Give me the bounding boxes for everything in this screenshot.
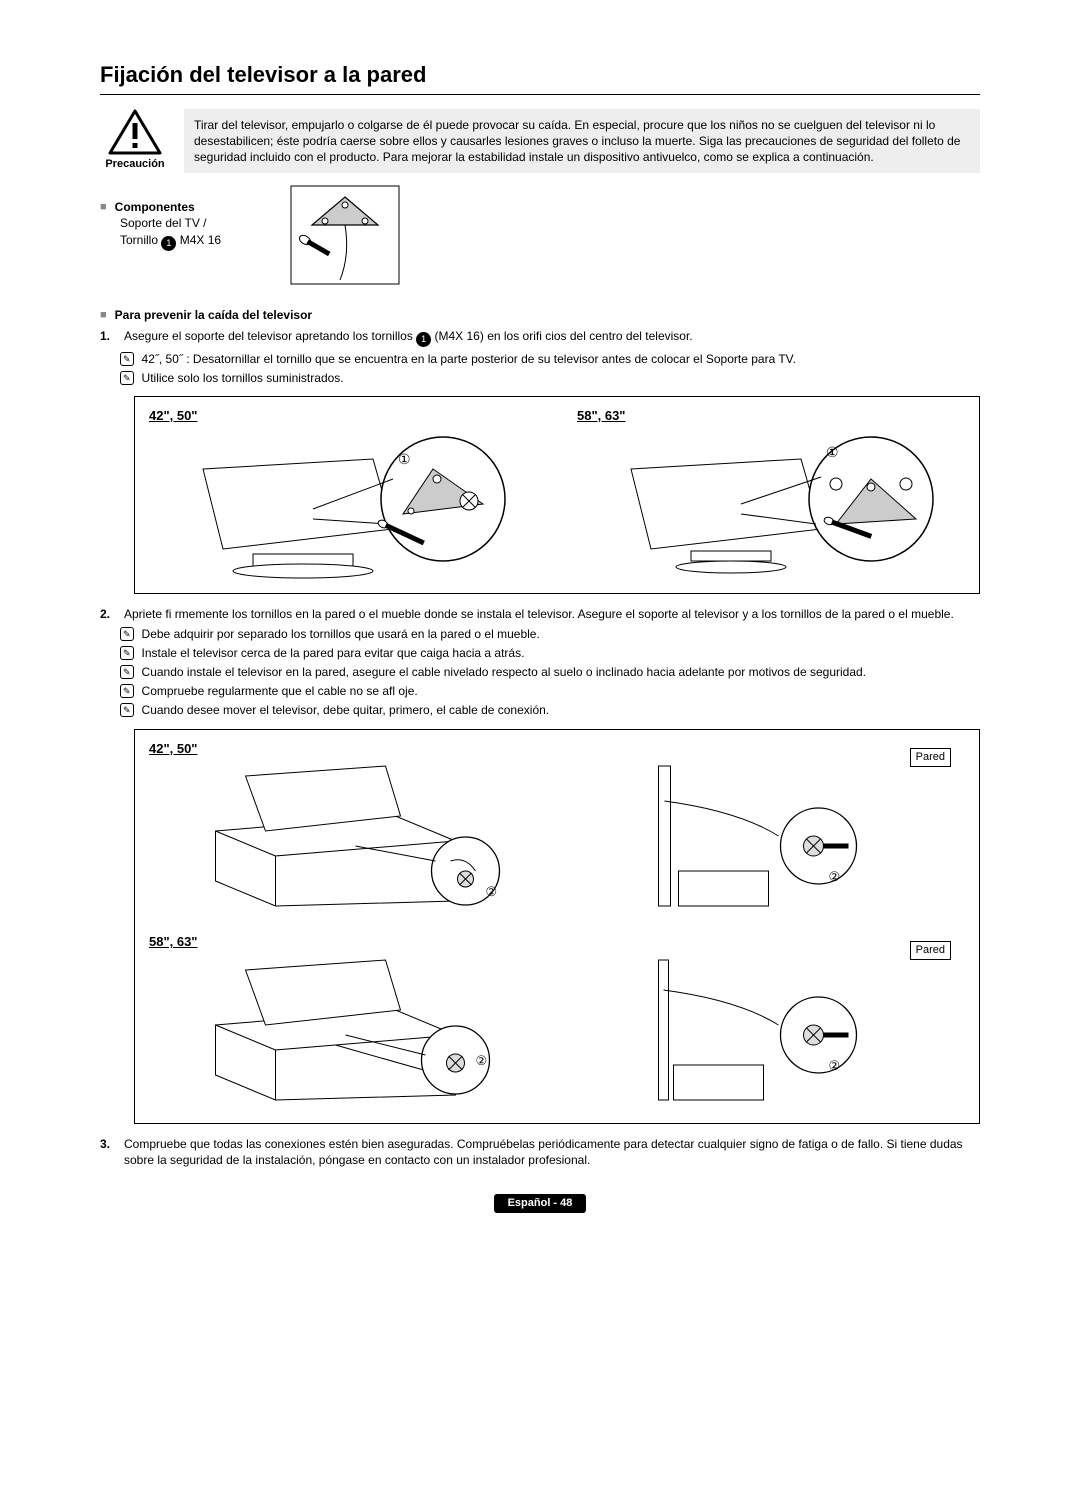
fig1-left-label: 42", 50" xyxy=(149,407,537,425)
components-line1: Soporte del TV / xyxy=(120,215,270,231)
fig2a-left-image: ② xyxy=(149,761,542,911)
note-s1-1: ✎ 42˝, 50˝ : Desatornillar el tornillo qu… xyxy=(120,351,980,367)
components-line2-suffix: M4X 16 xyxy=(176,233,221,247)
page-footer: Español - 48 xyxy=(100,1194,980,1213)
note-icon: ✎ xyxy=(120,665,134,679)
note-s2-b-text: Instale el televisor cerca de la pared p… xyxy=(142,645,525,661)
step-2-number: 2. xyxy=(100,606,116,622)
step-3: 3. Compruebe que todas las conexiones es… xyxy=(100,1136,980,1168)
step-3-number: 3. xyxy=(100,1136,116,1168)
fig2a-label: 42", 50" xyxy=(149,740,965,758)
components-heading: Componentes xyxy=(100,199,270,215)
fig2b-right-image: ② xyxy=(572,955,965,1105)
caution-icon-col: Precaución xyxy=(100,109,170,172)
note-s1-2: ✎ Utilice solo los tornillos suministrado… xyxy=(120,370,980,386)
pared-label-2: Pared xyxy=(910,941,951,960)
note-s2-a: ✎ Debe adquirir por separado los tornillo… xyxy=(120,626,980,642)
note-s2-b: ✎ Instale el televisor cerca de la pared … xyxy=(120,645,980,661)
figure-box-1: 42", 50" xyxy=(134,396,980,594)
svg-text:①: ① xyxy=(826,444,839,460)
caution-block: Precaución Tirar del televisor, empujarl… xyxy=(100,109,980,174)
note-s2-e: ✎ Cuando desee mover el televisor, debe q… xyxy=(120,702,980,718)
step-1: 1. Asegure el soporte del televisor apre… xyxy=(100,328,980,347)
svg-text:②: ② xyxy=(476,1053,488,1068)
badge-1-icon: 1 xyxy=(161,236,176,251)
figure-box-2: 42", 50" Pared ② xyxy=(134,729,980,1124)
note-icon: ✎ xyxy=(120,627,134,641)
step-1-text: Asegure el soporte del televisor apretan… xyxy=(124,328,693,347)
fig1-left-image: ① xyxy=(149,429,537,579)
note-s1-2-text: Utilice solo los tornillos suministrados… xyxy=(142,370,344,386)
fig1-right-image: ① xyxy=(577,429,965,579)
note-icon: ✎ xyxy=(120,646,134,660)
note-icon: ✎ xyxy=(120,684,134,698)
warning-icon xyxy=(108,109,162,155)
badge-1b-icon: 1 xyxy=(416,332,431,347)
note-icon: ✎ xyxy=(120,352,134,366)
fig2b-left-image: ② xyxy=(149,955,542,1105)
footer-label: Español - 48 xyxy=(494,1194,587,1213)
pared-label-1: Pared xyxy=(910,748,951,767)
svg-text:①: ① xyxy=(398,451,411,467)
step1-text-b: (M4X 16) en los orifi cios del centro de… xyxy=(431,329,692,343)
note-icon: ✎ xyxy=(120,703,134,717)
step1-text-a: Asegure el soporte del televisor apretan… xyxy=(124,329,416,343)
component-illustration xyxy=(290,185,400,289)
note-s2-e-text: Cuando desee mover el televisor, debe qu… xyxy=(142,702,550,718)
caution-text: Tirar del televisor, empujarlo o colgars… xyxy=(184,109,980,174)
fig2a-right-image: ② xyxy=(572,761,965,911)
prevent-heading: Para prevenir la caída del televisor xyxy=(100,307,980,323)
fig2b-label: 58", 63" xyxy=(149,933,965,951)
components-line2-prefix: Tornillo xyxy=(120,233,161,247)
page-title: Fijación del televisor a la pared xyxy=(100,60,980,95)
svg-text:②: ② xyxy=(486,884,498,899)
note-s2-d: ✎ Compruebe regularmente que el cable no … xyxy=(120,683,980,699)
fig1-right-label: 58", 63" xyxy=(577,407,965,425)
svg-text:②: ② xyxy=(829,1058,841,1073)
caution-label: Precaución xyxy=(100,157,170,172)
note-s1-1-text: 42˝, 50˝ : Desatornillar el tornillo que… xyxy=(142,351,796,367)
note-s2-c-text: Cuando instale el televisor en la pared,… xyxy=(142,664,866,680)
svg-text:②: ② xyxy=(829,869,841,884)
note-icon: ✎ xyxy=(120,371,134,385)
note-s2-a-text: Debe adquirir por separado los tornillos… xyxy=(142,626,540,642)
step-1-number: 1. xyxy=(100,328,116,347)
note-s2-c: ✎ Cuando instale el televisor en la pared… xyxy=(120,664,980,680)
step-2: 2. Apriete fi rmemente los tornillos en … xyxy=(100,606,980,622)
step-3-text: Compruebe que todas las conexiones estén… xyxy=(124,1136,980,1168)
step-2-text: Apriete fi rmemente los tornillos en la … xyxy=(124,606,954,622)
components-line2: Tornillo 1 M4X 16 xyxy=(120,232,270,251)
note-s2-d-text: Compruebe regularmente que el cable no s… xyxy=(142,683,418,699)
